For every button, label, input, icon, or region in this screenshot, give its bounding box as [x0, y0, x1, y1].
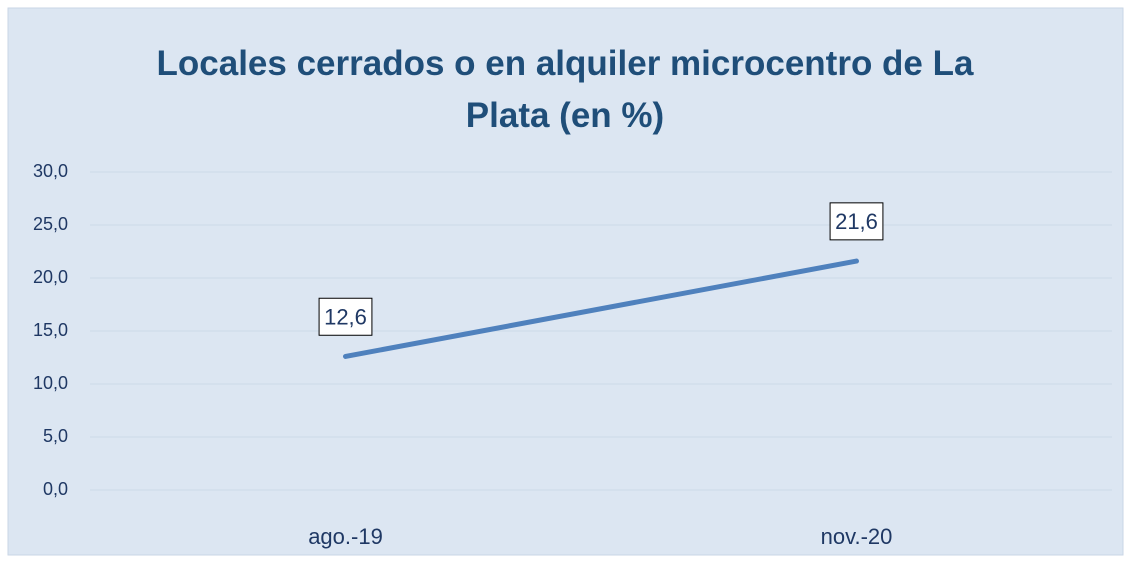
data-label-box: [829, 202, 884, 241]
y-tick-label: 10,0: [33, 373, 68, 393]
chart-background: [7, 7, 1124, 556]
x-tick-label: nov.-20: [821, 524, 893, 549]
y-tick-label: 25,0: [33, 214, 68, 234]
data-label: 21,6: [835, 209, 878, 234]
chart-title: Locales cerrados o en alquiler microcent…: [156, 44, 974, 135]
y-tick-label: 15,0: [33, 320, 68, 340]
x-tick-label: ago.-19: [308, 524, 383, 549]
data-label-box: [318, 297, 373, 336]
data-label: 12,6: [324, 304, 367, 329]
y-tick-label: 20,0: [33, 267, 68, 287]
line: [343, 258, 859, 359]
y-tick-label: 5,0: [43, 426, 68, 446]
y-tick-label: 30,0: [33, 161, 68, 181]
y-tick-label: 0,0: [43, 479, 68, 499]
